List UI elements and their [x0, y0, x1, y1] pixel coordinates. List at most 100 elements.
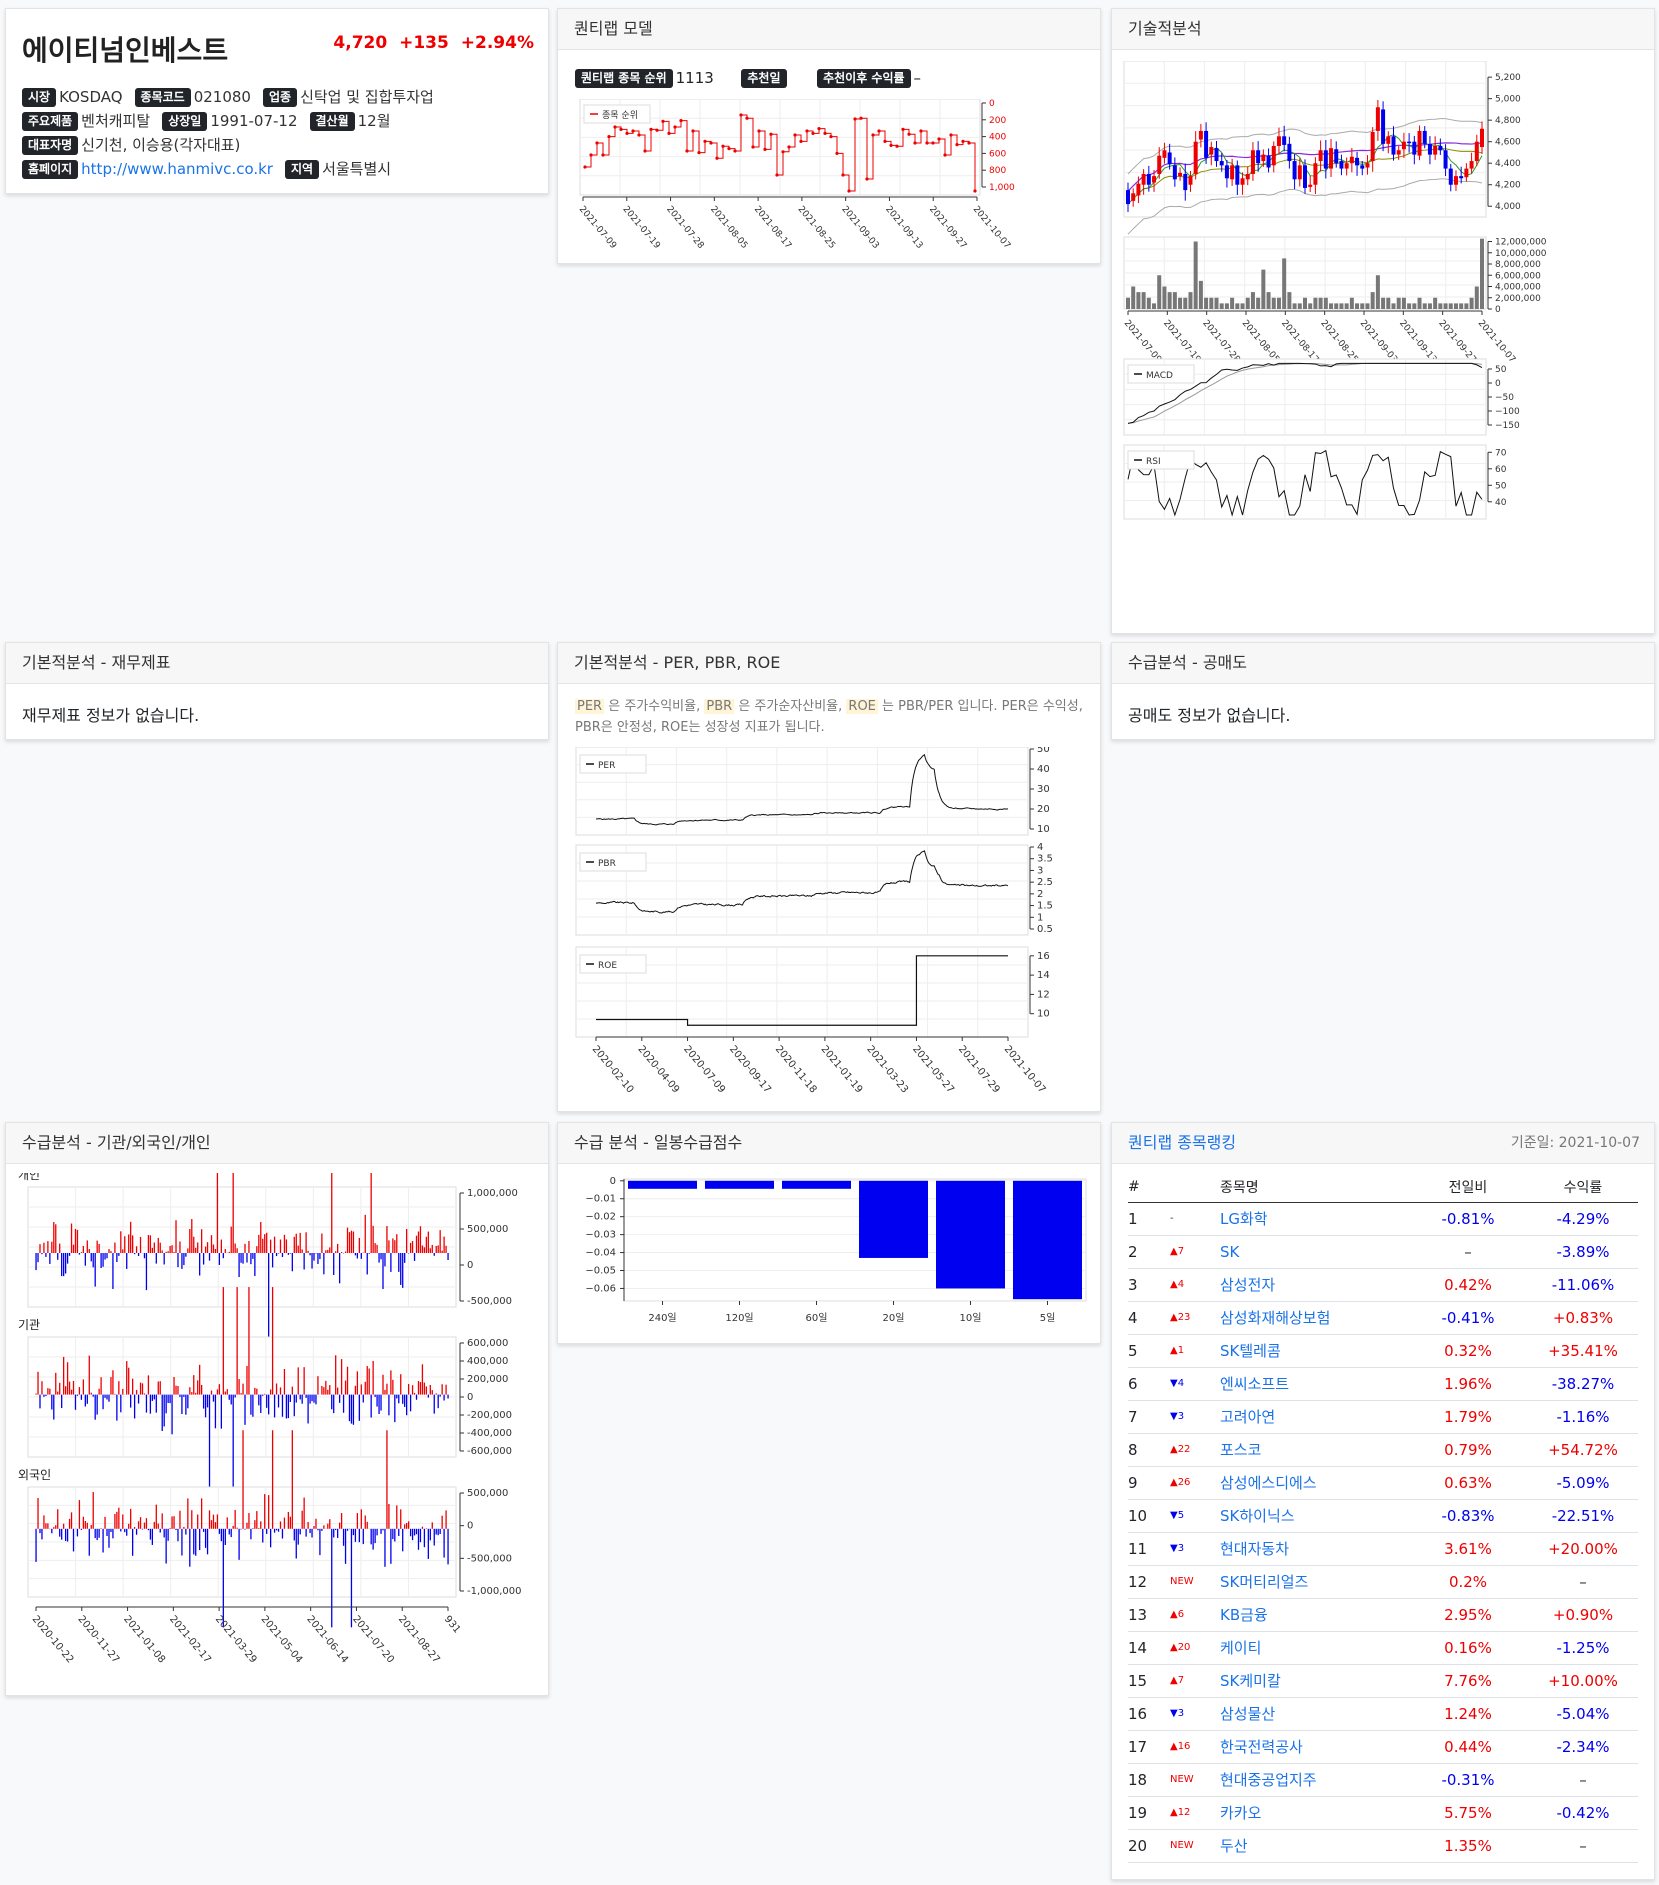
investor-bar [139, 1236, 142, 1253]
x-tick-label: 2020-11-18 [773, 1044, 819, 1096]
stock-link[interactable]: SK머티리얼즈 [1220, 1573, 1309, 1591]
stock-link[interactable]: 삼성전자 [1220, 1276, 1276, 1294]
homepage-link[interactable]: http://www.hanmivc.co.kr [81, 160, 273, 178]
stock-link[interactable]: SK [1220, 1242, 1240, 1261]
volume-bar [1292, 303, 1297, 309]
investor-bar [335, 1528, 337, 1531]
volume-bar [1401, 297, 1406, 309]
rank-number: 11 [1128, 1532, 1158, 1566]
investor-bar [55, 1525, 57, 1529]
stock-link[interactable]: SK텔레콤 [1220, 1342, 1281, 1360]
investor-bar [191, 1392, 193, 1395]
investor-bar [356, 1253, 359, 1259]
ranking-title-link[interactable]: 퀀티랩 종목랭킹 [1128, 1133, 1237, 1152]
investor-bar [402, 1528, 404, 1552]
investor-bar [173, 1377, 175, 1395]
investor-bar [344, 1380, 347, 1395]
stock-link[interactable]: 삼성에스디에스 [1220, 1474, 1317, 1492]
investor-bar [171, 1394, 173, 1435]
investor-bar [43, 1242, 45, 1253]
investor-bar [307, 1394, 309, 1424]
card-title: 수급 분석 - 일봉수급점수 [558, 1123, 1100, 1164]
stock-link[interactable]: SK케미칼 [1220, 1672, 1281, 1690]
investor-bar [88, 1528, 90, 1556]
return-value: – [1528, 1565, 1638, 1599]
investor-bar [88, 1249, 90, 1253]
supply-score-chart: 0 −0.01 −0.02 −0.03 −0.04 −0.05 −0.06 240일 120일 6… [585, 1176, 1087, 1324]
stock-link[interactable]: 현대자동차 [1220, 1540, 1290, 1558]
candle-body [1188, 176, 1193, 185]
rank-y-tick: 1,000 [989, 183, 1015, 193]
stock-link[interactable]: 포스코 [1220, 1441, 1262, 1459]
investor-bar [319, 1253, 321, 1260]
investor-bar [153, 1242, 155, 1253]
investor-bar [59, 1528, 61, 1537]
investor-bar [240, 1393, 242, 1395]
stock-link[interactable]: 고려아연 [1220, 1408, 1276, 1426]
investor-bar [128, 1234, 130, 1253]
investor-bar [406, 1229, 408, 1253]
investor-bar [254, 1520, 256, 1529]
ratio-description: PER 은 주가수익비율, PBR 은 주가순자산비율, ROE 는 PBR/P… [575, 696, 1090, 738]
investor-bar [246, 1365, 248, 1395]
investor-bar [311, 1528, 313, 1538]
investor-bar [72, 1528, 75, 1552]
stock-link[interactable]: SK하이닉스 [1220, 1507, 1295, 1525]
volume-bar [1412, 303, 1417, 309]
investor-y-tick: -200,000 [467, 1410, 512, 1421]
stock-link[interactable]: 두산 [1220, 1837, 1248, 1855]
candle-body [1365, 163, 1370, 168]
x-tick-label: 2021-03-23 [864, 1044, 910, 1096]
investor-bar [376, 1244, 378, 1253]
rank-point [835, 151, 839, 155]
investor-bar [72, 1244, 75, 1253]
x-tick-label: 2021-09-27 [1436, 319, 1477, 366]
investor-bar [173, 1252, 175, 1253]
volume-y-tick: 2,000,000 [1495, 294, 1541, 304]
volume-bar [1282, 258, 1287, 309]
investor-bar [346, 1528, 349, 1531]
x-tick-label: 2020-07-09 [681, 1044, 727, 1096]
field-value: KOSDAQ [59, 88, 123, 106]
investor-bar [360, 1253, 362, 1259]
investor-bar [445, 1384, 447, 1395]
investor-bar [155, 1394, 157, 1413]
investor-bar [433, 1253, 435, 1256]
investor-bar [199, 1253, 201, 1276]
investor-bar [37, 1371, 39, 1395]
investor-bar [224, 1528, 226, 1546]
investor-bar [258, 1528, 260, 1529]
stock-link[interactable]: 현대중공업지주 [1220, 1771, 1317, 1789]
candle-body [1146, 173, 1151, 185]
investor-bar [413, 1528, 416, 1536]
investor-bar [358, 1528, 360, 1543]
candle-body [1303, 165, 1307, 188]
rank-number: 2 [1128, 1235, 1158, 1269]
investor-bar [396, 1394, 398, 1399]
stock-link[interactable]: LG화학 [1220, 1210, 1268, 1228]
return-value: – [1528, 1763, 1638, 1797]
investor-bar [55, 1372, 57, 1395]
stock-link[interactable]: 삼성물산 [1220, 1705, 1276, 1723]
rank-change: ▲16 [1158, 1730, 1220, 1764]
investor-bar [313, 1526, 315, 1529]
investor-bar [90, 1524, 92, 1529]
investor-bar [271, 1253, 274, 1268]
investor-bar [279, 1239, 282, 1253]
rec-return-badge: 추천이후 수익률 [817, 69, 911, 88]
technical-chart: 5,200 5,000 4,800 4,600 4,400 4,200 4,000 12,00… [1122, 61, 1547, 520]
investor-bar [279, 1521, 282, 1529]
quant-model-card: 퀀티랩 모델 퀀티랩 종목 순위 1113 추천일 추천이후 수익률 – 종목 순위… [557, 8, 1101, 264]
ranking-row: 13 ▲6 KB금융 2.95% +0.90% [1128, 1598, 1638, 1632]
stock-link[interactable]: KB금융 [1220, 1606, 1268, 1624]
stock-link[interactable]: 한국전력공사 [1220, 1738, 1303, 1756]
stock-link[interactable]: 삼성화재해상보험 [1220, 1309, 1331, 1327]
investor-bar [266, 1528, 268, 1534]
ratio-y-tick: 3.5 [1037, 854, 1053, 865]
stock-link[interactable]: 카카오 [1220, 1804, 1262, 1822]
candle-body [1438, 145, 1443, 151]
investor-bar [147, 1375, 150, 1395]
stock-link[interactable]: 엔씨소프트 [1220, 1375, 1290, 1393]
investor-bar [57, 1253, 59, 1260]
stock-link[interactable]: 케이티 [1220, 1639, 1262, 1657]
